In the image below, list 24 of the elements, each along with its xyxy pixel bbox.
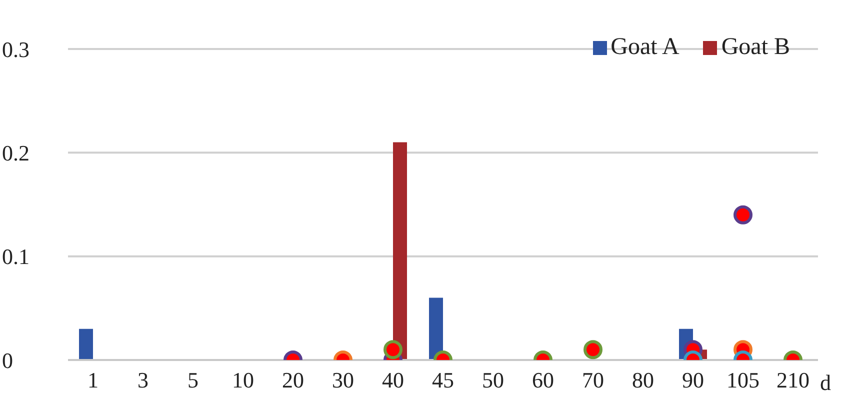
y-tick-label: 0 <box>2 348 13 373</box>
x-tick-label: 3 <box>138 368 148 393</box>
x-tick-label: 70 <box>582 368 604 393</box>
x-tick-label: 60 <box>532 368 554 393</box>
x-tick-label: 90 <box>682 368 704 393</box>
y-tick-label: 0.2 <box>2 140 30 166</box>
bar <box>429 298 443 360</box>
y-tick-label: 0.3 <box>2 36 30 62</box>
x-axis-title: d <box>820 370 831 395</box>
x-tick-label: 210 <box>776 368 810 393</box>
x-tick-label: 105 <box>726 368 760 393</box>
x-tick-label: 80 <box>632 368 654 393</box>
legend-label: Goat A <box>610 34 680 60</box>
x-tick-label: 50 <box>482 368 504 393</box>
bar <box>79 328 93 360</box>
x-tick-label: 40 <box>382 368 404 393</box>
x-tick-label: 45 <box>432 368 454 393</box>
x-tick-label: 30 <box>332 368 354 393</box>
x-tick-label: 5 <box>188 368 198 393</box>
legend-label: Goat B <box>721 34 790 60</box>
x-tick-label: 10 <box>232 368 254 393</box>
x-tick-label: 20 <box>282 368 304 393</box>
y-tick-label: 0.1 <box>2 244 30 270</box>
x-tick-label: 1 <box>88 368 98 393</box>
